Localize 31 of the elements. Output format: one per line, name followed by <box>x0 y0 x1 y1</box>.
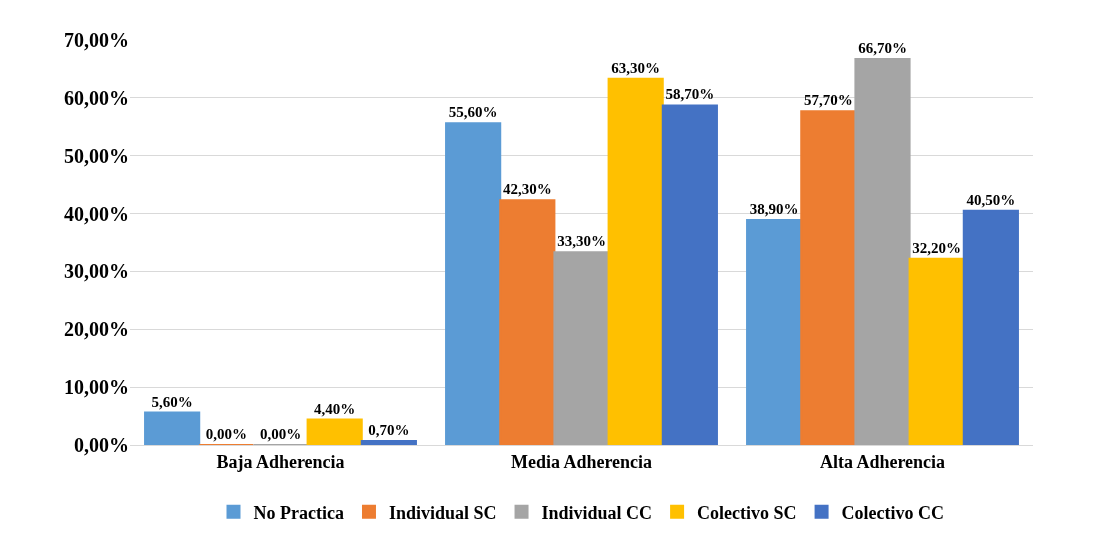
y-tick-label: 10,00% <box>64 376 129 399</box>
legend-label: Individual SC <box>388 502 497 523</box>
data-label: 42,30% <box>502 181 552 198</box>
data-label: 4,40% <box>314 400 356 417</box>
data-label: 55,60% <box>448 104 498 121</box>
data-label: 66,70% <box>858 40 907 57</box>
data-label: 33,30% <box>557 233 606 250</box>
legend-label: Colectivo CC <box>841 502 945 523</box>
data-label: 0,70% <box>368 421 410 438</box>
y-tick-label: 20,00% <box>64 318 129 341</box>
data-label: 58,70% <box>665 86 715 103</box>
y-tick-label: 60,00% <box>64 86 129 109</box>
y-tick-label: 50,00% <box>64 144 129 167</box>
y-tick-label: 0,00% <box>74 434 129 456</box>
y-tick-label: 40,00% <box>64 202 129 225</box>
x-tick-label: Alta Adherencia <box>819 451 946 472</box>
y-tick-label: 30,00% <box>64 260 129 283</box>
data-label: 63,30% <box>611 59 661 76</box>
data-label: 32,20% <box>912 239 962 256</box>
data-label: 0,00% <box>205 426 247 442</box>
x-tick-label: Baja Adherencia <box>216 451 345 472</box>
y-tick-label: 70,00% <box>64 29 129 51</box>
data-label: 40,50% <box>966 191 1016 208</box>
data-label: 0,00% <box>259 426 302 442</box>
data-label: 5,60% <box>151 393 193 410</box>
legend-label: No Practica <box>253 502 344 523</box>
legend-label: Individual CC <box>541 502 653 523</box>
data-label: 57,70% <box>803 92 853 109</box>
data-label: 38,90% <box>749 200 799 217</box>
x-tick-label: Media Adherencia <box>510 451 653 472</box>
legend-label: Colectivo SC <box>697 502 797 523</box>
